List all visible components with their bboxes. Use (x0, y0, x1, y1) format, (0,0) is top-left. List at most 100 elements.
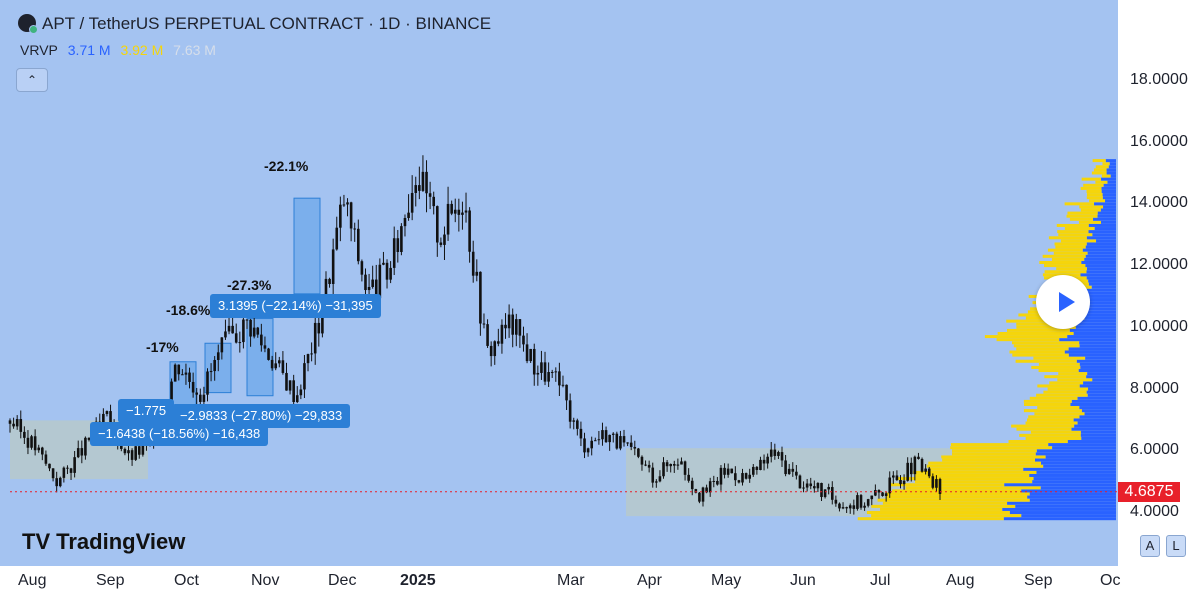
candle-body (669, 464, 672, 467)
volume-profile-up-bar (1071, 399, 1116, 403)
candle-body (170, 381, 173, 402)
candle-body (224, 331, 227, 338)
volume-profile-up-bar (1067, 440, 1116, 444)
auto-scale-button[interactable]: A (1140, 535, 1160, 557)
candle-body (141, 444, 145, 455)
candle-body (371, 279, 374, 287)
volume-profile-down-bar (1037, 384, 1080, 388)
volume-profile-up-bar (1002, 507, 1116, 511)
candle-body (414, 185, 418, 193)
candle-body (884, 493, 888, 496)
candle-body (479, 271, 482, 324)
candle-body (123, 448, 127, 454)
indicator-legend[interactable]: VRVP 3.71 M 3.92 M 7.63 M (20, 42, 222, 58)
volume-profile-up-bar (1073, 331, 1116, 335)
volume-profile-up-bar (1101, 186, 1116, 190)
candle-body (726, 468, 730, 475)
candle-body (468, 210, 471, 252)
play-icon[interactable] (1036, 275, 1090, 329)
candle-body (303, 363, 306, 390)
candle-body (260, 334, 263, 346)
candle-body (572, 420, 576, 422)
log-scale-button[interactable]: L (1166, 535, 1186, 557)
candle-body (389, 267, 392, 280)
volume-profile-down-bar (1038, 369, 1079, 373)
symbol-title[interactable]: APT / TetherUS PERPETUAL CONTRACT · 1D ·… (18, 14, 491, 34)
candle-body (694, 489, 698, 493)
volume-profile-up-bar (1027, 495, 1116, 499)
time-tick-label: Aug (946, 572, 975, 589)
candle-body (568, 400, 572, 422)
candle-body (489, 345, 493, 357)
price-tick-label: 4.0000 (1130, 503, 1179, 521)
volume-profile-up-bar (1079, 362, 1116, 366)
volume-profile-down-bar (1038, 362, 1080, 366)
candle-body (586, 448, 590, 453)
volume-profile-up-bar (1088, 223, 1116, 227)
candle-body (471, 251, 475, 276)
measure-box-1[interactable]: 3.1395 (−22.14%) −31,395 (210, 294, 381, 318)
volume-profile-down-bar (1013, 344, 1080, 348)
price-tick-label: 12.0000 (1130, 256, 1188, 274)
measure-box-2[interactable]: −1.775 (118, 399, 175, 423)
volume-profile-down-bar (871, 514, 1022, 518)
candle-body (364, 274, 367, 291)
volume-profile-up-bar (1075, 325, 1116, 329)
candle-body (231, 325, 234, 334)
volume-profile-down-bar (1060, 239, 1097, 243)
volume-profile-down-bar (942, 458, 1036, 462)
candle-body (802, 487, 805, 489)
volume-profile-down-bar (1057, 230, 1089, 234)
volume-profile-up-bar (1081, 304, 1116, 308)
candle-body (852, 505, 856, 509)
volume-profile-up-bar (1082, 288, 1116, 292)
volume-profile-up-bar (1070, 402, 1116, 406)
volume-profile-down-bar (890, 483, 1005, 487)
candle-body (105, 411, 109, 414)
volume-profile-up-bar (1082, 248, 1116, 252)
collapse-legend-button[interactable]: ⌃ (16, 68, 48, 92)
measure-box-4[interactable]: −1.6438 (−18.56%) −16,438 (90, 422, 269, 446)
volume-profile-up-bar (1086, 390, 1116, 394)
candle-body (805, 483, 809, 488)
candle-body (748, 474, 751, 479)
volume-profile-up-bar (1088, 279, 1116, 283)
drawdown-label-3[interactable]: -18.6% (166, 302, 211, 318)
candle-body (787, 468, 791, 475)
volume-profile-down-bar (1023, 399, 1072, 403)
drawdown-label-1[interactable]: -22.1% (264, 158, 309, 174)
price-axis[interactable] (1118, 0, 1200, 566)
volume-profile-up-bar (1100, 220, 1116, 224)
volume-profile-down-bar (1081, 177, 1102, 181)
volume-profile-up-bar (1041, 461, 1116, 465)
last-price-tag: 4.6875 (1118, 482, 1180, 502)
volume-profile-down-bar (1079, 205, 1104, 209)
drawdown-label-4[interactable]: -17% (146, 339, 179, 355)
candle-body (306, 354, 310, 364)
volume-profile-down-bar (898, 477, 1034, 481)
candle-body (19, 419, 23, 432)
volume-profile-up-bar (1040, 486, 1116, 490)
volume-profile-up-bar (1086, 242, 1116, 246)
volume-profile-down-bar (1039, 260, 1082, 264)
candle-body (378, 264, 382, 299)
volume-profile-down-bar (1086, 189, 1102, 193)
candle-body (547, 372, 550, 382)
candle-body (109, 411, 112, 428)
volume-profile-up-bar (1092, 378, 1116, 382)
volume-profile-down-bar (914, 480, 1033, 484)
volume-profile-down-bar (1016, 427, 1072, 431)
volume-profile-down-bar (1023, 409, 1082, 413)
volume-profile-up-bar (1059, 338, 1116, 342)
volume-profile-up-bar (1096, 239, 1116, 243)
candle-body (723, 467, 726, 475)
drawdown-label-2[interactable]: -27.3% (227, 277, 272, 293)
candle-body (687, 474, 690, 481)
candle-body (252, 327, 256, 337)
candle-body (26, 437, 30, 448)
indicator-up-volume: 3.71 M (67, 42, 111, 58)
candle-body (507, 314, 511, 329)
time-axis[interactable] (0, 566, 1200, 598)
